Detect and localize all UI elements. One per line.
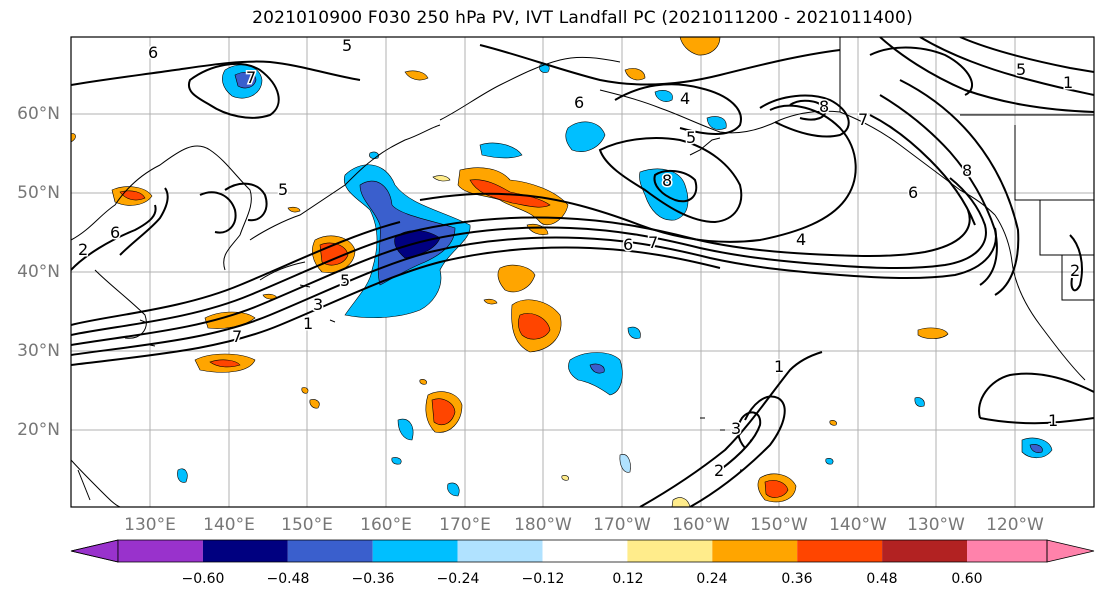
colorbar-swatch-3 bbox=[372, 540, 458, 562]
contour-label: 2 bbox=[714, 461, 724, 480]
contour-label: 5 bbox=[342, 36, 352, 55]
contour-label: 1 bbox=[774, 357, 784, 376]
contour-label: 7 bbox=[232, 327, 242, 346]
lat-label-30n: 30°N bbox=[17, 341, 60, 361]
colorbar-tick-label: −0.36 bbox=[351, 571, 395, 587]
colorbar-tick-label: 0.60 bbox=[951, 571, 983, 587]
contour-label: 2 bbox=[78, 240, 88, 259]
contour-label: 1 bbox=[303, 314, 313, 333]
contour-label: 5 bbox=[340, 271, 350, 290]
colorbar-tick-label: −0.48 bbox=[266, 571, 310, 587]
coastlines bbox=[71, 37, 1094, 507]
contour-label: 3 bbox=[731, 419, 741, 438]
lon-label-120w: 120°W bbox=[986, 515, 1044, 535]
lat-label-50n: 50°N bbox=[17, 183, 60, 203]
contour-label: 7 bbox=[858, 110, 868, 129]
colorbar-tick-label: 0.48 bbox=[866, 571, 898, 587]
lon-label-130w: 130°W bbox=[907, 515, 965, 535]
contour-label: 8 bbox=[819, 97, 829, 116]
lat-label-60n: 60°N bbox=[17, 104, 60, 124]
lat-label-20n: 20°N bbox=[17, 420, 60, 440]
contour-label: 1 bbox=[1048, 411, 1058, 430]
lon-label-130e: 130°E bbox=[124, 515, 176, 535]
lon-label-140w: 140°W bbox=[829, 515, 887, 535]
contour-label: 1 bbox=[1063, 73, 1073, 92]
contour-label: 7 bbox=[648, 233, 658, 252]
colorbar-extend-max bbox=[1046, 539, 1095, 563]
map-frame bbox=[70, 36, 1095, 508]
colorbar-swatch-8 bbox=[797, 540, 883, 562]
colorbar-tick-label: −0.60 bbox=[181, 571, 225, 587]
map-panel: 6 5 7 6 4 5 8 8 7 6 8 6 7 4 5 3 1 7 1 2 bbox=[70, 36, 1095, 508]
lon-label-150w: 150°W bbox=[750, 515, 808, 535]
chart-title: 2021010900 F030 250 hPa PV, IVT Landfall… bbox=[252, 8, 913, 28]
colorbar-swatch-0b bbox=[118, 540, 203, 562]
colorbar-swatch-2 bbox=[287, 540, 373, 562]
lon-label-170w: 170°W bbox=[593, 515, 651, 535]
colorbar-swatch-0 bbox=[70, 539, 119, 563]
lon-label-150e: 150°E bbox=[281, 515, 333, 535]
contour-label: 6 bbox=[623, 235, 633, 254]
colorbar-swatch-9 bbox=[882, 540, 967, 562]
contour-labels: 6 5 7 6 4 5 8 8 7 6 8 6 7 4 5 3 1 7 1 2 bbox=[77, 36, 1082, 482]
lat-label-40n: 40°N bbox=[17, 262, 60, 282]
contour-label: 3 bbox=[313, 295, 323, 314]
contour-label: 7 bbox=[246, 68, 256, 87]
colorbar-swatch-1 bbox=[202, 540, 288, 562]
colorbar-tick-label: 0.12 bbox=[612, 571, 644, 587]
colorbar-tick-label: −0.12 bbox=[521, 571, 565, 587]
colorbar-swatch-7 bbox=[712, 540, 798, 562]
colorbar-tick-label: 0.24 bbox=[696, 571, 728, 587]
contour-label: 2 bbox=[1070, 261, 1080, 280]
lon-label-180w: 180°W bbox=[514, 515, 572, 535]
lon-label-160w: 160°W bbox=[672, 515, 730, 535]
pv-contours bbox=[71, 37, 1094, 507]
contour-label: 5 bbox=[686, 128, 696, 147]
contour-label: 4 bbox=[796, 230, 806, 249]
colorbar-tick-label: −0.24 bbox=[436, 571, 480, 587]
contour-label: 6 bbox=[574, 93, 584, 112]
contour-label: 8 bbox=[962, 161, 972, 180]
lon-label-170e: 170°E bbox=[439, 515, 491, 535]
colorbar-swatch-4 bbox=[457, 540, 543, 562]
lon-label-160e: 160°E bbox=[360, 515, 412, 535]
contour-label: 6 bbox=[110, 223, 120, 242]
colorbar-swatch-6 bbox=[627, 540, 713, 562]
lon-label-140e: 140°E bbox=[203, 515, 255, 535]
contour-label: 8 bbox=[662, 171, 672, 190]
contour-label: 6 bbox=[148, 43, 158, 62]
colorbar-swatch-5 bbox=[542, 540, 628, 562]
colorbar bbox=[70, 539, 1095, 563]
colorbar-tick-label: 0.36 bbox=[781, 571, 813, 587]
graticule bbox=[71, 37, 1094, 507]
contour-label: 5 bbox=[278, 180, 288, 199]
contour-label: 4 bbox=[680, 89, 690, 108]
colorbar-swatch-10 bbox=[967, 540, 1047, 562]
contour-label: 6 bbox=[908, 183, 918, 202]
contour-label: 5 bbox=[1016, 60, 1026, 79]
